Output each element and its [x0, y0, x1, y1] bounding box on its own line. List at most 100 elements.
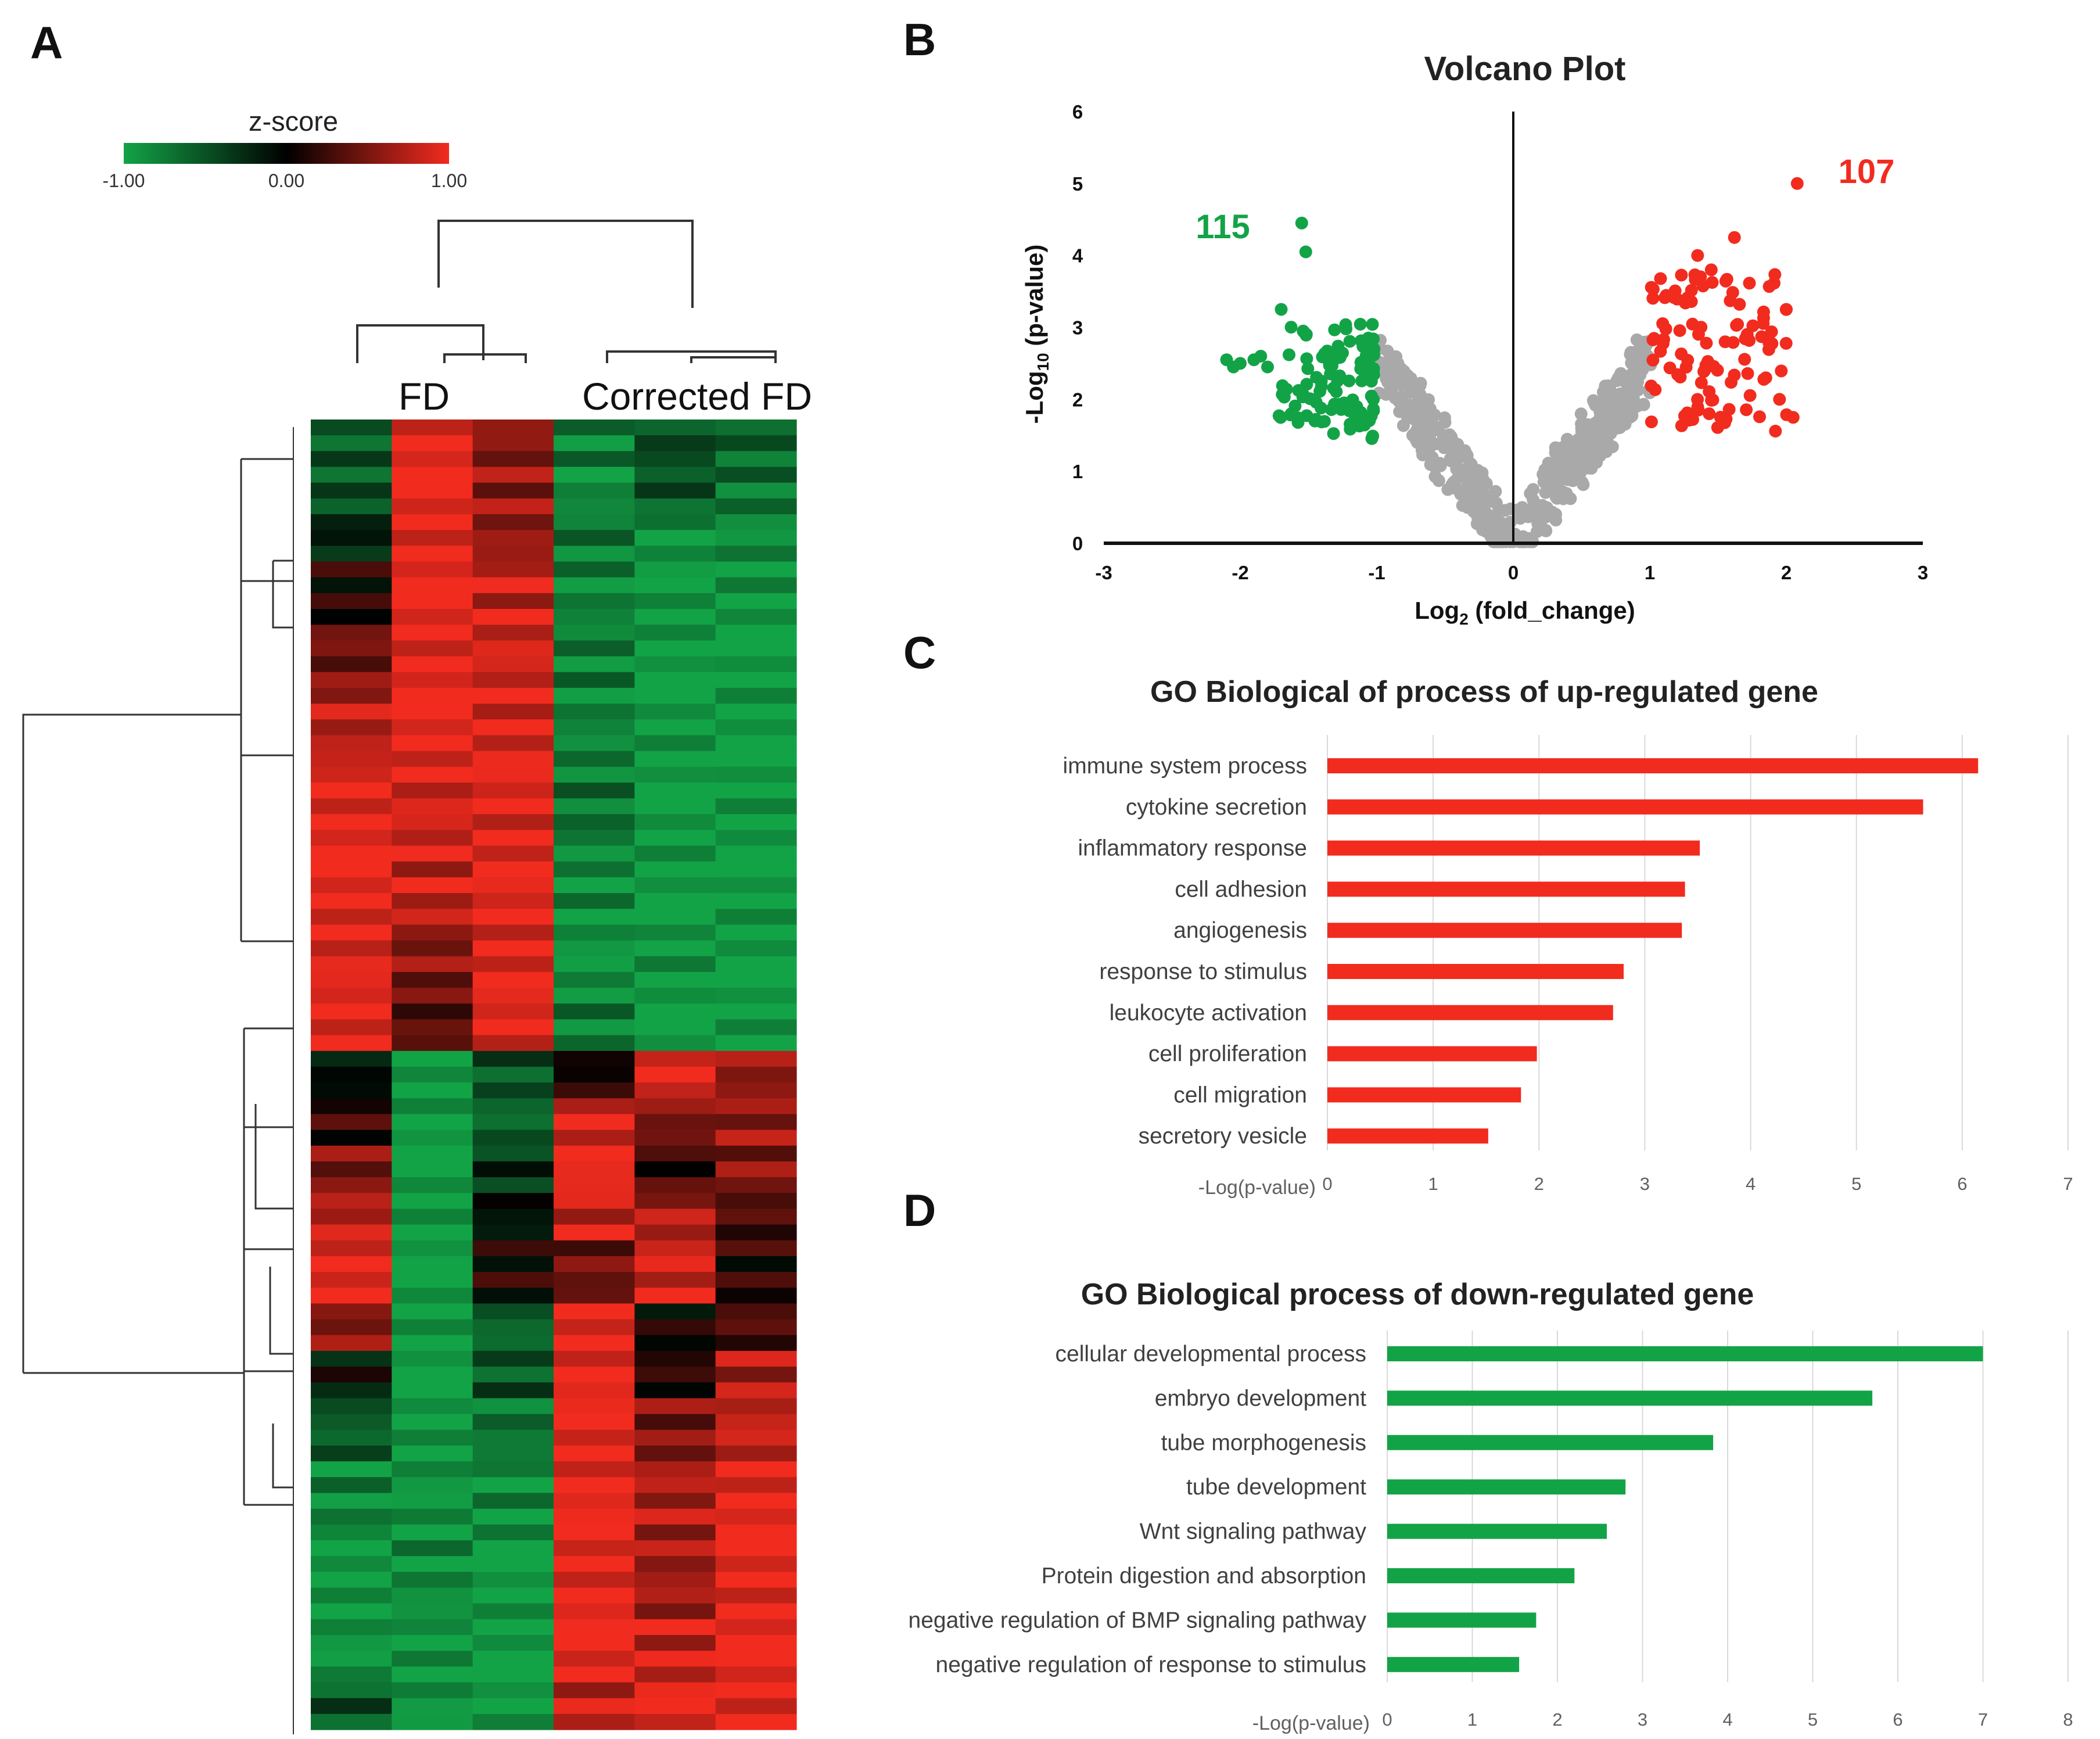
heatmap-cell: [472, 1098, 554, 1115]
heatmap-cell: [472, 672, 554, 689]
heatmap-cell: [554, 1556, 635, 1572]
heatmap-cell: [392, 1524, 473, 1541]
volcano-point: [1527, 493, 1540, 507]
volcano-point: [1753, 410, 1766, 424]
column-dendrogram-fd: [356, 324, 484, 363]
heatmap-cell: [392, 893, 473, 909]
volcano-point: [1356, 361, 1369, 374]
heatmap-cell: [311, 1272, 392, 1288]
volcano-point: [1738, 353, 1751, 366]
heatmap-cell: [311, 814, 392, 830]
heatmap-cell: [634, 1350, 716, 1367]
volcano-point: [1657, 333, 1670, 346]
volcano-point: [1739, 332, 1752, 346]
volcano-point: [1476, 472, 1489, 486]
heatmap-cell: [311, 1350, 392, 1367]
heatmap-cell: [715, 1540, 797, 1557]
heatmap-cell: [472, 988, 554, 1004]
heatmap-cell: [554, 893, 635, 909]
volcano-points: [1220, 177, 1804, 548]
volcano-point: [1343, 335, 1356, 348]
go-up-category-label: leukocyte activation: [1110, 1001, 1307, 1026]
heatmap-cell: [634, 1303, 716, 1320]
volcano-point: [1575, 416, 1589, 429]
heatmap-cell: [554, 861, 635, 878]
heatmap-cell: [311, 435, 392, 451]
heatmap-cell: [392, 609, 473, 625]
heatmap-cell: [392, 830, 473, 847]
go-up-x-axis-title: -Log(p-value): [1198, 1177, 1316, 1199]
heatmap-cell: [634, 1540, 716, 1557]
go-down-title: GO Biological process of down-regulated …: [1081, 1278, 1754, 1311]
go-up-category-label: angiogenesis: [1173, 918, 1307, 943]
heatmap-cell: [554, 498, 635, 515]
row-dendrogram-bottom-branches: [244, 1027, 293, 1506]
heatmap-cell: [554, 751, 635, 768]
volcano-up-count: 107: [1839, 153, 1895, 191]
heatmap-cell: [715, 498, 797, 515]
volcano-y-tick: 0: [1072, 533, 1083, 554]
volcano-point: [1726, 336, 1740, 349]
heatmap-cell: [472, 909, 554, 925]
heatmap-cell: [554, 1666, 635, 1683]
heatmap-cell: [311, 1098, 392, 1115]
heatmap-cell: [311, 561, 392, 578]
heatmap-cell: [311, 1634, 392, 1651]
heatmap-cell: [311, 577, 392, 594]
heatmap-cell: [634, 956, 716, 973]
heatmap-cell: [715, 1288, 797, 1304]
heatmap-cell: [311, 1335, 392, 1351]
volcano-point: [1399, 408, 1413, 422]
heatmap-cell: [715, 1050, 797, 1067]
heatmap-cell: [392, 530, 473, 546]
column-dendrogram-fd-sub: [443, 353, 527, 363]
volcano-point: [1330, 385, 1343, 399]
volcano-point: [1366, 318, 1379, 331]
heatmap-cell: [472, 561, 554, 578]
heatmap-cell: [311, 1288, 392, 1304]
heatmap-cell: [634, 1193, 716, 1210]
heatmap-cell: [554, 561, 635, 578]
heatmap-cell: [634, 924, 716, 941]
volcano-point: [1494, 515, 1507, 529]
heatmap-cell: [392, 1209, 473, 1225]
heatmap-cell: [554, 1524, 635, 1541]
volcano-point: [1391, 377, 1405, 390]
heatmap-cell: [311, 719, 392, 736]
heatmap-cell: [715, 1003, 797, 1020]
heatmap-cell: [554, 1634, 635, 1651]
heatmap-cell: [472, 640, 554, 657]
heatmap-cell: [554, 435, 635, 451]
volcano-x-tick: 2: [1781, 562, 1792, 583]
heatmap-cell: [472, 1335, 554, 1351]
volcano-x-axis-title: Log2 (fold_change): [1415, 597, 1635, 628]
heatmap-cell: [634, 530, 716, 546]
volcano-point: [1692, 403, 1705, 417]
go-up-bar: [1327, 840, 1700, 856]
heatmap-cell: [472, 1019, 554, 1036]
volcano-y-tick: 1: [1072, 461, 1083, 482]
heatmap-cell: [554, 1288, 635, 1304]
volcano-point: [1284, 321, 1298, 334]
heatmap-cell: [634, 1209, 716, 1225]
heatmap-cell: [472, 751, 554, 768]
heatmap-cell: [311, 1508, 392, 1525]
heatmap-cell: [392, 988, 473, 1004]
heatmap-cell: [715, 845, 797, 862]
heatmap-cell: [392, 482, 473, 499]
heatmap-cell: [554, 530, 635, 546]
heatmap-cell: [554, 1193, 635, 1210]
heatmap-cell: [634, 1556, 716, 1572]
heatmap-cell: [554, 1477, 635, 1494]
heatmap-cell: [311, 1619, 392, 1636]
heatmap-cell: [472, 1350, 554, 1367]
heatmap-cell: [634, 577, 716, 594]
heatmap-cell: [554, 845, 635, 862]
heatmap-cell: [311, 451, 392, 468]
volcano-point: [1276, 379, 1289, 392]
row-dendrogram-top-leaf: [272, 560, 293, 629]
heatmap-cell: [634, 1493, 716, 1509]
volcano-ticks: -3 -2 -1 0 1 2 3 0 1 2 3 4 5 6: [1072, 101, 1928, 583]
volcano-point: [1700, 336, 1713, 350]
heatmap-cell: [392, 704, 473, 720]
